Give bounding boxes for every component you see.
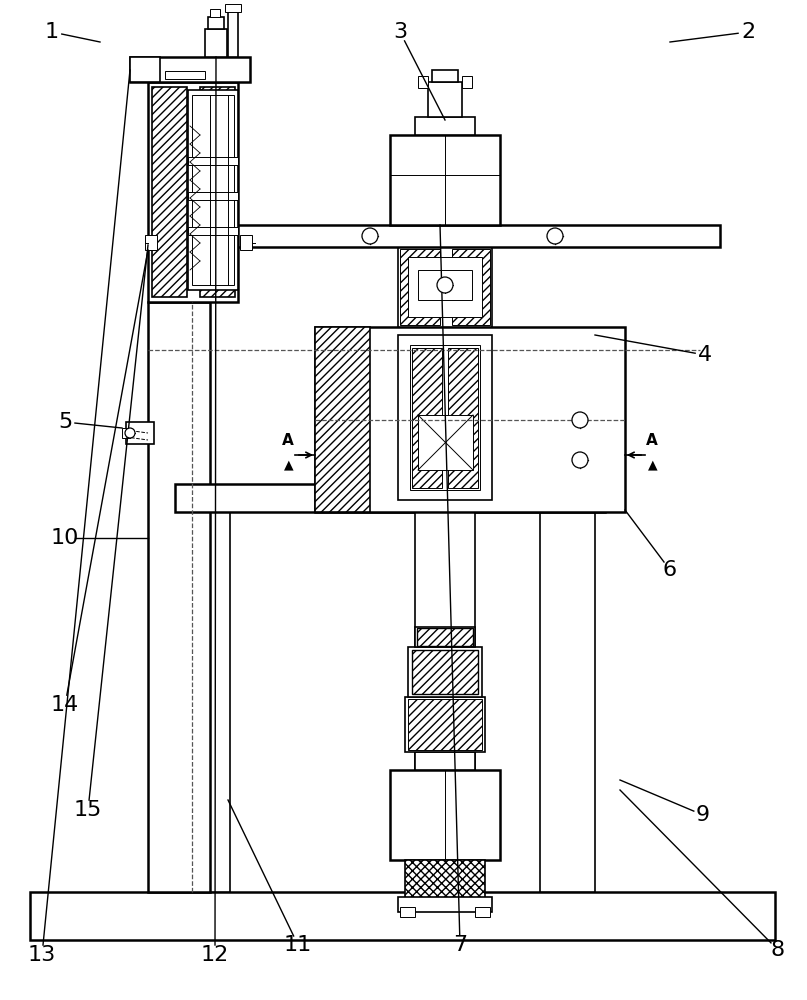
Bar: [188, 227, 238, 235]
Bar: [30, 892, 775, 940]
Text: 2: 2: [741, 22, 755, 42]
Bar: [475, 907, 490, 917]
Bar: [455, 446, 535, 484]
Bar: [165, 71, 205, 79]
Text: A: A: [646, 433, 658, 448]
Text: 1: 1: [45, 22, 59, 42]
Circle shape: [125, 428, 135, 438]
Text: 10: 10: [51, 528, 79, 548]
Bar: [398, 897, 492, 912]
Bar: [415, 627, 475, 647]
Bar: [432, 70, 458, 82]
Bar: [452, 249, 490, 325]
Bar: [405, 697, 485, 752]
Bar: [400, 249, 440, 325]
Bar: [188, 90, 238, 290]
Bar: [358, 452, 423, 478]
Bar: [398, 247, 492, 327]
Circle shape: [572, 452, 588, 468]
Bar: [208, 17, 224, 29]
Text: ▲: ▲: [284, 458, 294, 471]
Bar: [400, 907, 415, 917]
Bar: [428, 82, 462, 117]
Bar: [467, 452, 532, 478]
Text: 7: 7: [453, 935, 467, 955]
Bar: [205, 29, 227, 57]
Bar: [412, 650, 478, 694]
Bar: [415, 752, 475, 770]
Bar: [148, 82, 238, 302]
Bar: [225, 4, 241, 12]
Bar: [315, 327, 370, 512]
Bar: [240, 235, 252, 250]
Text: 11: 11: [284, 935, 312, 955]
Text: 9: 9: [696, 805, 710, 825]
Text: 13: 13: [28, 945, 56, 965]
Circle shape: [362, 228, 378, 244]
Bar: [418, 270, 472, 300]
Bar: [418, 415, 473, 470]
Bar: [415, 117, 475, 135]
Bar: [448, 348, 478, 488]
Bar: [355, 450, 535, 480]
Bar: [417, 628, 473, 646]
Bar: [412, 348, 442, 488]
Bar: [188, 192, 238, 200]
Bar: [358, 448, 432, 482]
Bar: [148, 302, 210, 892]
Bar: [175, 484, 605, 512]
Bar: [130, 57, 250, 82]
Bar: [130, 57, 160, 82]
Bar: [192, 95, 234, 285]
Bar: [122, 428, 130, 438]
Text: 4: 4: [698, 345, 712, 365]
Circle shape: [572, 412, 588, 428]
Bar: [408, 647, 482, 697]
Bar: [408, 257, 482, 317]
Bar: [210, 9, 220, 17]
Bar: [355, 446, 435, 484]
Text: 14: 14: [51, 695, 79, 715]
Text: 6: 6: [663, 560, 677, 580]
Text: 15: 15: [73, 800, 102, 820]
Bar: [228, 12, 238, 57]
Text: A: A: [282, 433, 294, 448]
Bar: [410, 345, 480, 490]
Circle shape: [547, 228, 563, 244]
Text: 12: 12: [201, 945, 229, 965]
Bar: [390, 135, 500, 225]
Bar: [152, 87, 187, 297]
Bar: [462, 76, 472, 88]
Text: 8: 8: [771, 940, 785, 960]
Bar: [390, 770, 500, 860]
Bar: [418, 76, 428, 88]
Bar: [398, 335, 492, 500]
Text: 3: 3: [393, 22, 407, 42]
Bar: [175, 512, 230, 892]
Bar: [210, 225, 720, 247]
Bar: [188, 157, 238, 165]
Bar: [315, 327, 625, 512]
Bar: [405, 860, 485, 905]
Bar: [145, 235, 157, 250]
Circle shape: [437, 277, 453, 293]
Bar: [540, 512, 595, 892]
Bar: [415, 512, 475, 892]
Bar: [458, 448, 532, 482]
Bar: [126, 422, 154, 444]
Bar: [200, 87, 235, 297]
Text: ▲: ▲: [648, 458, 658, 471]
Text: 5: 5: [58, 412, 72, 432]
Bar: [408, 699, 482, 750]
